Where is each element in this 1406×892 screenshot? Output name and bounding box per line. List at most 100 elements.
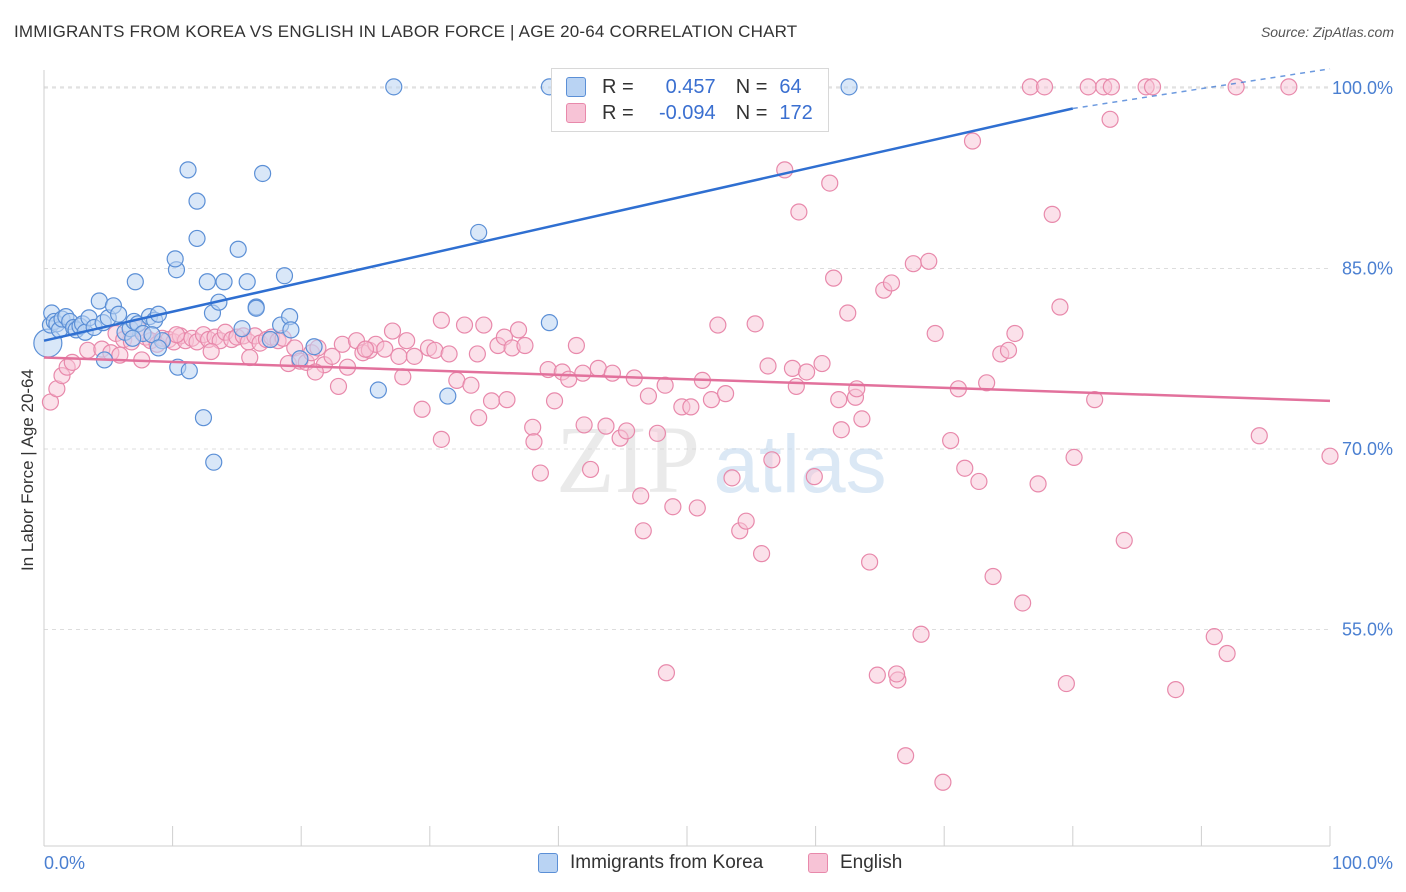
korea-point xyxy=(439,387,457,405)
english-point xyxy=(394,368,412,386)
korea-point xyxy=(194,409,213,427)
trend-lines xyxy=(43,68,1331,403)
korea-trend-line xyxy=(43,107,1074,342)
english-point xyxy=(752,545,771,563)
english-point xyxy=(904,255,922,273)
english-point xyxy=(888,665,906,683)
english-point xyxy=(470,409,488,427)
english-point xyxy=(639,387,658,405)
english-point xyxy=(934,773,952,791)
bottom-legend-english[interactable]: English xyxy=(808,852,902,874)
korea-point xyxy=(540,314,558,332)
english-point xyxy=(868,666,886,684)
bottom-legend-korea[interactable]: Immigrants from Korea xyxy=(538,852,763,874)
english-point xyxy=(1006,324,1024,343)
english-point xyxy=(1086,391,1104,409)
chart-title: IMMIGRANTS FROM KOREA VS ENGLISH IN LABO… xyxy=(14,22,798,41)
english-point xyxy=(963,132,982,150)
english-point xyxy=(390,347,408,365)
english-point xyxy=(509,321,528,339)
korea-point xyxy=(247,299,265,317)
korea-point xyxy=(180,362,198,380)
watermark-atlas: atlas xyxy=(713,419,886,510)
legend-n-value-korea: 64 xyxy=(779,75,802,98)
english-point xyxy=(63,353,81,371)
english-point xyxy=(603,364,622,382)
english-point xyxy=(813,354,831,373)
english-point xyxy=(617,422,636,440)
english-point xyxy=(482,392,501,410)
english-point xyxy=(912,625,930,643)
korea-point xyxy=(124,329,142,347)
korea-trend-extension xyxy=(1072,68,1331,110)
english-point xyxy=(853,410,871,428)
english-point xyxy=(664,498,682,516)
english-point xyxy=(1043,205,1061,223)
legend-r-label: R = xyxy=(602,101,634,124)
english-point xyxy=(376,340,394,358)
english-point xyxy=(1101,110,1119,128)
english-point xyxy=(1143,78,1162,96)
korea-point xyxy=(233,320,251,338)
english-point xyxy=(1115,531,1133,550)
english-point xyxy=(405,347,423,365)
y-tick-label-70: 70.0% xyxy=(1342,439,1393,459)
english-point xyxy=(329,377,348,396)
legend-r-label: R = xyxy=(602,75,634,98)
english-point xyxy=(1102,78,1120,96)
legend-r-value-korea: 0.457 xyxy=(665,75,716,98)
english-point xyxy=(413,400,431,418)
english-point xyxy=(783,359,802,377)
english-point xyxy=(1065,448,1083,466)
korea-point xyxy=(261,330,279,349)
y-tick-label-55: 55.0% xyxy=(1342,619,1393,639)
korea-point xyxy=(369,381,387,399)
x-tick-label-start: 0.0% xyxy=(44,853,85,873)
legend-swatch-english xyxy=(566,103,586,123)
english-point xyxy=(821,174,839,192)
english-point xyxy=(657,664,676,682)
english-point xyxy=(1079,78,1097,96)
english-point xyxy=(797,363,816,381)
english-point xyxy=(524,418,542,436)
correlation-legend: R = 0.457 N = 64 R = -0.094 N = 172 xyxy=(551,68,829,132)
english-point xyxy=(1029,475,1047,493)
english-point xyxy=(882,274,901,292)
english-point xyxy=(737,512,755,530)
legend-n-value-english: 172 xyxy=(779,101,813,124)
english-point xyxy=(790,203,808,221)
english-point xyxy=(848,380,866,398)
english-point xyxy=(531,464,549,482)
english-point xyxy=(567,336,586,355)
english-point xyxy=(787,377,805,396)
english-point xyxy=(970,472,988,491)
tick-labels: 55.0% 70.0% 85.0% 100.0% 0.0% 100.0% xyxy=(44,78,1393,873)
korea-point xyxy=(282,321,300,339)
english-point xyxy=(581,460,600,479)
english-point xyxy=(861,553,879,571)
y-tick-label-85: 85.0% xyxy=(1342,259,1393,279)
english-point xyxy=(978,374,996,392)
english-point xyxy=(999,341,1018,359)
english-point xyxy=(498,391,516,409)
english-point xyxy=(398,332,416,350)
english-point xyxy=(805,468,823,486)
english-point xyxy=(897,747,915,765)
y-tick-label-100: 100.0% xyxy=(1332,78,1393,98)
english-point xyxy=(682,398,700,416)
korea-point xyxy=(275,267,294,285)
korea-point xyxy=(470,223,488,242)
english-point xyxy=(1227,78,1245,96)
korea-points xyxy=(33,78,858,471)
legend-r-value-english: -0.094 xyxy=(658,101,716,124)
english-point xyxy=(79,341,97,359)
english-point xyxy=(632,487,650,505)
english-point xyxy=(839,304,857,322)
english-point xyxy=(426,341,444,359)
english-point xyxy=(942,431,960,450)
english-point xyxy=(432,430,450,448)
english-point xyxy=(920,252,938,270)
korea-point xyxy=(254,164,272,183)
english-point xyxy=(1280,78,1298,96)
korea-point xyxy=(109,305,128,323)
